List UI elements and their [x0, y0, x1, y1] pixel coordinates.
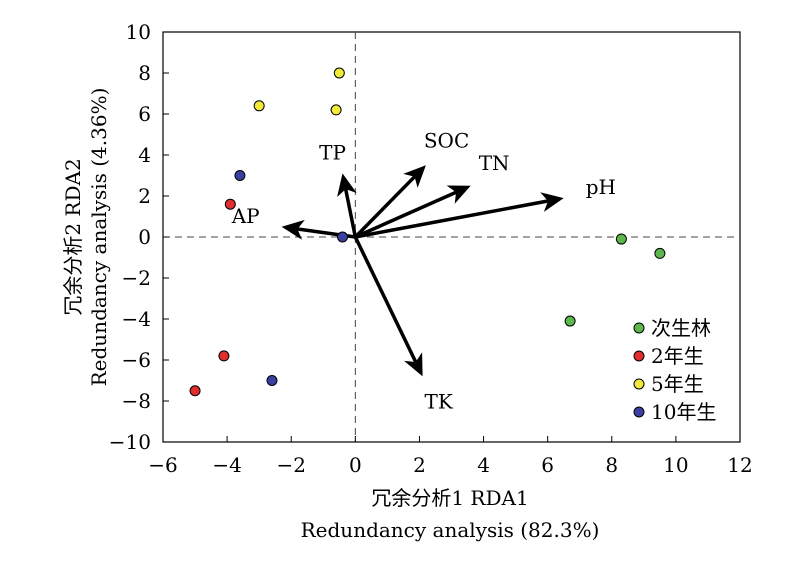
x-tick-label: 2	[413, 453, 426, 477]
vector-arrowhead-ap	[281, 219, 305, 240]
data-point	[564, 315, 576, 327]
vector-label: TP	[319, 140, 346, 164]
y-tick-label: −10	[109, 430, 151, 454]
legend: 次生林 2年生 5年生 10年生	[633, 316, 716, 424]
vector-arrow-ph	[355, 197, 557, 239]
data-point	[253, 100, 265, 112]
vector-arrow-tp	[342, 180, 358, 238]
vector-arrowhead-tk	[404, 352, 423, 377]
vector-label: TN	[479, 151, 510, 175]
y-tick-label: −6	[122, 348, 151, 372]
y-tick-label: 8	[138, 61, 151, 85]
data-point	[615, 233, 627, 245]
legend-label: 次生林	[651, 316, 711, 340]
data-point	[224, 198, 236, 210]
y-axis-title-cn: 冗余分析2 RDA2	[61, 158, 85, 315]
vector-label: SOC	[424, 128, 469, 152]
y-tick-label: 6	[138, 102, 151, 126]
y-tick-label: −2	[122, 266, 151, 290]
x-tick-label: 4	[477, 453, 490, 477]
legend-marker	[633, 378, 645, 390]
legend-label: 2年生	[651, 344, 704, 368]
y-tick-label: 10	[126, 20, 151, 44]
x-tick-label: 10	[663, 453, 688, 477]
axis-ticks: −6 −4 −2 0 2 4 6 8 10 12 10 8 6 4 2 0 −2 −4 −6 −8 −10	[109, 20, 753, 477]
environment-vectors: pH TN SOC TP AP TK	[231, 128, 616, 413]
legend-marker	[633, 406, 645, 418]
x-tick-label: 6	[541, 453, 554, 477]
vector-arrow-soc	[354, 169, 422, 239]
y-tick-label: 4	[138, 143, 151, 167]
y-axis-title-en: Redundancy analysis (4.36%)	[87, 88, 111, 387]
data-point	[266, 375, 278, 386]
vector-arrowhead-tn	[446, 185, 471, 204]
data-point	[337, 231, 349, 243]
x-tick-label: 12	[727, 453, 752, 477]
vector-label: AP	[231, 204, 260, 228]
y-tick-label: −4	[122, 307, 151, 331]
legend-marker	[633, 322, 645, 334]
data-point	[333, 67, 345, 79]
vector-label: TK	[425, 389, 454, 413]
vector-arrowhead-soc	[403, 165, 426, 188]
x-tick-label: −6	[148, 453, 177, 477]
y-tick-label: 2	[138, 184, 151, 208]
data-point	[234, 170, 246, 181]
x-tick-label: 8	[605, 453, 618, 477]
y-tick-label: −8	[122, 389, 151, 413]
x-axis-title-cn: 冗余分析1 RDA1	[371, 486, 528, 510]
vector-arrow-tk	[353, 236, 421, 370]
legend-label: 5年生	[651, 372, 704, 396]
x-tick-label: 0	[349, 453, 362, 477]
vector-label: pH	[586, 175, 616, 199]
vector-arrowhead-tp	[337, 173, 357, 197]
data-point	[189, 385, 201, 397]
vector-arrowhead-ph	[540, 192, 564, 212]
legend-label: 10年生	[651, 400, 716, 424]
data-point	[654, 247, 666, 259]
sample-points	[189, 67, 666, 397]
x-axis-title-en: Redundancy analysis (82.3%)	[301, 518, 600, 542]
data-point	[218, 350, 230, 362]
data-point	[330, 104, 342, 116]
x-tick-label: −4	[212, 453, 241, 477]
x-tick-label: −2	[276, 453, 305, 477]
legend-marker	[633, 350, 645, 362]
y-tick-label: 0	[138, 225, 151, 249]
vector-arrow-tn	[354, 187, 465, 239]
